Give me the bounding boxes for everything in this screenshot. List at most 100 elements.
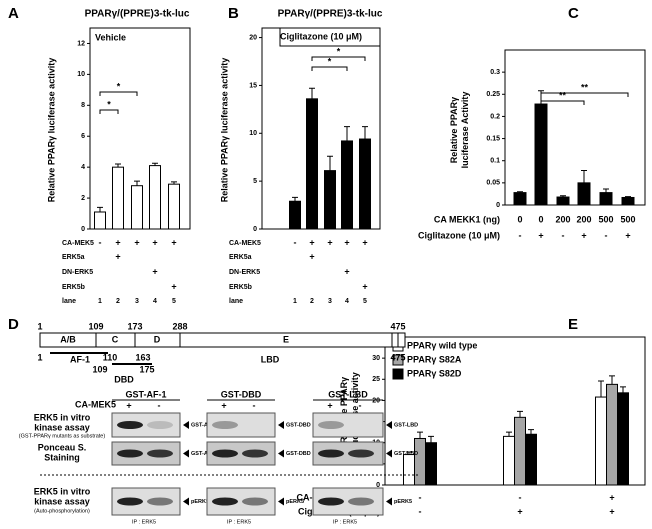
legend-label: PPARγ S82A [407,354,462,364]
significance-bracket [540,92,629,97]
band-arrow [278,449,284,458]
bar [289,200,301,230]
panel-letter: B [228,5,239,22]
domain-number: 475 [390,321,405,331]
error-bar [115,163,121,168]
condition-value: 200 [555,214,570,224]
significance-bracket [540,100,585,105]
bar [503,435,515,486]
row-label: Ponceau S. [38,442,87,452]
condition-value: + [625,230,630,240]
condition-label: ERK5a [62,254,85,261]
condition-value: + [344,237,349,247]
legend-label: PPARγ wild type [407,340,477,350]
y-tick-label: 20 [372,397,380,404]
column-header: GST-LBD [328,389,368,399]
bar [112,166,124,230]
band-label: GST-LBD [394,422,418,428]
x-tick-label: 3 [328,298,332,305]
error-bar [327,155,333,171]
domain-label: 163 [135,352,150,362]
y-axis-label: Relative PPARγ [449,97,459,163]
error-bar [428,435,434,443]
domain-label: 110 [103,352,118,362]
y-tick-label: 0 [376,482,380,489]
condition-value: - [562,230,565,240]
domain-label: 109 [92,364,107,374]
domain-name: E [283,334,289,344]
significance-label: ** [559,90,567,100]
y-axis-label: luciferase Activity [460,92,470,169]
y-tick-label: 0.1 [490,158,500,165]
treatment-label: CA-MEK5 [75,399,116,409]
y-tick-label: 0.05 [486,180,500,187]
error-bar [417,431,423,439]
band-arrow [278,421,284,429]
error-bar [344,126,350,141]
category-axis-label: lane [62,298,76,305]
error-bar [171,181,177,185]
significance-bracket [99,109,119,114]
condition-value: 0 [517,214,522,224]
condition-value: - [99,237,102,247]
bar [149,165,161,230]
panel-letter: C [568,5,579,22]
inset-label: Ciglitazone (10 μM) [280,31,362,41]
bar [94,211,106,230]
chart-title: PPARγ/(PPRE)3-tk-luc [85,9,190,20]
condition-value: + [309,237,314,247]
significance-label: * [117,81,121,91]
bar [359,138,371,230]
domain-name: D [154,334,161,344]
treatment-value: + [221,400,226,410]
y-axis-label: Relative PPARγ [339,377,349,443]
ip-label: IP : ERK5 [227,519,251,525]
condition-value: + [152,237,157,247]
error-bar [625,196,631,198]
treatment-value: - [359,400,362,410]
y-tick-label: 10 [249,130,257,137]
x-tick-label: 5 [172,298,176,305]
x-tick-label: 4 [153,298,157,305]
domain-number: 173 [127,321,142,331]
band-label: GST-AF-1 [191,451,216,457]
blot [206,441,276,466]
condition-value: + [538,230,543,240]
condition-value: + [362,237,367,247]
panel-letter: D [8,316,19,333]
error-bar [292,196,298,202]
blot-band [147,449,173,458]
y-tick-label: 0.15 [486,135,500,142]
error-bar [517,191,523,193]
band-arrow [386,449,392,458]
y-tick-label: 0 [496,202,500,209]
blot-band [212,449,238,458]
condition-label: CA-MEK5 [62,240,94,247]
domain-label: 1 [37,352,42,362]
treatment-value: + [327,400,332,410]
ip-label: IP : ERK5 [132,519,156,525]
y-tick-label: 8 [81,102,85,109]
category-axis-label: lane [229,298,243,305]
condition-value: - [519,492,522,502]
y-tick-label: 15 [249,82,257,89]
blot-band [117,421,143,429]
band-arrow [386,497,392,506]
domain-label: AF-1 [70,354,90,364]
row-label: kinase assay [34,422,90,432]
x-tick-label: 2 [116,298,120,305]
blot-band [212,421,238,429]
bar [403,454,415,486]
blot-band [147,421,173,429]
blot-band [242,497,268,506]
row-label: ERK5 in vitro [34,486,91,496]
band-label: GST-DBD [286,451,311,457]
ip-label: IP : ERK5 [333,519,357,525]
bar [513,192,527,206]
error-bar [517,410,523,418]
y-tick-label: 10 [77,71,85,78]
x-tick-label: 2 [310,298,314,305]
bar [168,183,180,230]
band-label: pERK5 [191,499,209,505]
y-axis-label: luciferase activity [350,372,360,448]
